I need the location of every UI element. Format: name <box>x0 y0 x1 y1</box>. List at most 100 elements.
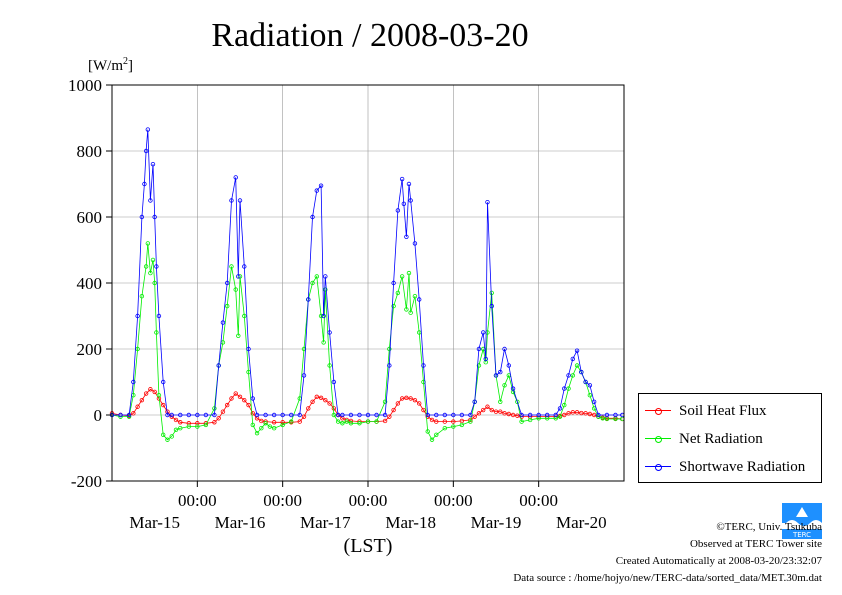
data-point-shortwave-radiation <box>306 297 311 302</box>
data-point-net-radiation <box>165 437 170 442</box>
data-point-net-radiation <box>327 363 332 368</box>
x-day-label: Mar-17 <box>300 513 351 532</box>
data-point-shortwave-radiation <box>604 412 610 418</box>
data-point-shortwave-radiation <box>301 373 307 378</box>
data-point-net-radiation <box>408 310 413 315</box>
data-point-soil-heat-flux <box>412 397 418 403</box>
footer-source: Data source : /home/hojyo/new/TERC-data/… <box>513 572 822 584</box>
data-point-net-radiation <box>335 419 341 424</box>
data-point-net-radiation <box>289 419 294 424</box>
data-point-shortwave-radiation <box>318 183 324 188</box>
data-point-net-radiation <box>519 419 524 424</box>
data-point-net-radiation <box>173 427 179 433</box>
data-point-soil-heat-flux <box>587 411 593 417</box>
data-point-shortwave-radiation <box>583 379 588 385</box>
data-point-shortwave-radiation <box>519 412 524 418</box>
data-point-shortwave-radiation <box>587 383 593 388</box>
data-point-soil-heat-flux <box>148 387 153 392</box>
data-point-shortwave-radiation <box>340 412 345 418</box>
data-point-net-radiation <box>365 419 371 424</box>
data-point-shortwave-radiation <box>357 412 362 418</box>
footer-copyright: ©TERC, Univ. Tsukuba <box>716 521 822 533</box>
data-point-shortwave-radiation <box>553 412 558 418</box>
data-point-soil-heat-flux <box>382 418 388 424</box>
data-point-net-radiation <box>145 241 151 246</box>
data-point-net-radiation <box>459 422 465 428</box>
data-point-shortwave-radiation <box>481 330 486 335</box>
series-line-net-radiation <box>111 243 623 441</box>
legend-item-shortwave-radiation: Shortwave Radiation <box>645 457 805 477</box>
data-point-shortwave-radiation <box>493 373 499 378</box>
data-point-soil-heat-flux <box>583 411 588 416</box>
data-point-shortwave-radiation <box>178 412 183 418</box>
data-point-soil-heat-flux <box>306 406 311 411</box>
data-point-net-radiation <box>250 422 255 428</box>
data-point-net-radiation <box>331 412 337 418</box>
data-point-shortwave-radiation <box>150 161 156 167</box>
data-point-shortwave-radiation <box>297 412 302 418</box>
data-point-soil-heat-flux <box>498 409 503 414</box>
data-point-shortwave-radiation <box>229 198 234 203</box>
data-point-net-radiation <box>233 287 238 292</box>
data-point-shortwave-radiation <box>566 373 571 378</box>
data-point-shortwave-radiation <box>498 369 503 375</box>
legend: Soil Heat Flux Net Radiation Shortwave R… <box>638 393 822 483</box>
axes: -200 0 200 400 600 800 1000 00:00 00:00 00:00 00:0… <box>68 76 607 532</box>
y-tick-label: -200 <box>71 472 102 491</box>
data-point-net-radiation <box>344 419 349 424</box>
data-point-soil-heat-flux <box>434 419 439 424</box>
data-point-net-radiation <box>600 416 605 421</box>
data-point-soil-heat-flux <box>395 401 401 406</box>
x-day-label: Mar-19 <box>471 513 522 532</box>
data-point-net-radiation <box>557 414 563 419</box>
data-point-soil-heat-flux <box>323 397 328 403</box>
data-point-shortwave-radiation <box>382 412 388 418</box>
data-point-net-radiation <box>152 280 157 286</box>
data-point-net-radiation <box>242 313 247 319</box>
data-point-net-radiation <box>429 437 435 442</box>
data-point-net-radiation <box>263 421 268 426</box>
data-point-soil-heat-flux <box>421 407 426 413</box>
data-point-shortwave-radiation <box>289 412 294 418</box>
y-tick-label: 800 <box>77 142 103 161</box>
data-point-shortwave-radiation <box>502 346 507 352</box>
data-point-soil-heat-flux <box>579 410 584 416</box>
data-point-soil-heat-flux <box>417 401 422 406</box>
data-point-net-radiation <box>587 393 593 398</box>
data-point-net-radiation <box>340 421 345 426</box>
data-point-shortwave-radiation <box>135 313 140 319</box>
y-tick-label: 1000 <box>68 76 102 95</box>
data-point-net-radiation <box>451 424 456 429</box>
data-point-shortwave-radiation <box>126 412 132 418</box>
data-point-shortwave-radiation <box>596 412 601 418</box>
data-point-shortwave-radiation <box>468 412 473 418</box>
svg-text:TERC: TERC <box>792 531 811 539</box>
data-point-shortwave-radiation <box>562 386 567 391</box>
data-point-shortwave-radiation <box>323 274 328 279</box>
y-tick-label: 200 <box>77 340 103 359</box>
data-point-shortwave-radiation <box>321 313 326 319</box>
data-point-shortwave-radiation <box>510 386 516 391</box>
data-point-soil-heat-flux <box>429 417 435 423</box>
data-point-shortwave-radiation <box>406 181 412 187</box>
data-point-soil-heat-flux <box>387 414 392 419</box>
data-point-net-radiation <box>485 330 490 335</box>
data-point-net-radiation <box>412 294 418 299</box>
x-tick-label: 00:00 <box>434 491 473 510</box>
data-point-soil-heat-flux <box>131 411 136 416</box>
data-point-soil-heat-flux <box>237 394 243 400</box>
x-axis-label: (LST) <box>344 535 393 557</box>
data-point-soil-heat-flux <box>574 410 580 415</box>
y-tick-label: 0 <box>94 406 103 425</box>
data-point-net-radiation <box>442 426 447 431</box>
data-point-net-radiation <box>348 421 354 426</box>
data-point-shortwave-radiation <box>139 214 145 220</box>
data-point-shortwave-radiation <box>401 201 407 206</box>
data-point-net-radiation <box>310 280 315 286</box>
data-point-soil-heat-flux <box>271 420 277 425</box>
data-point-soil-heat-flux <box>472 414 477 419</box>
x-tick-label: 00:00 <box>178 491 217 510</box>
data-point-soil-heat-flux <box>297 419 302 424</box>
data-point-soil-heat-flux <box>493 409 499 414</box>
data-point-net-radiation <box>236 333 241 338</box>
